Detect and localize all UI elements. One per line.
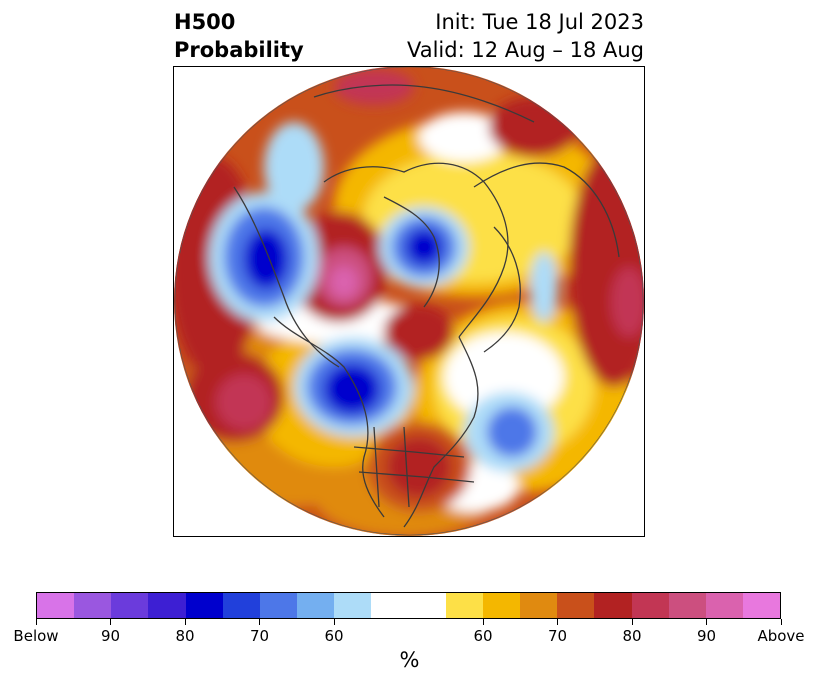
colorbar-swatch — [37, 593, 75, 618]
colorbar-tick-label: 80 — [622, 627, 642, 645]
colorbar-tick-label: Above — [757, 627, 805, 645]
colorbar-tick-label: Below — [13, 627, 59, 645]
colorbar-swatch — [408, 593, 446, 618]
colorbar-tick-label: 70 — [249, 627, 270, 645]
colorbar-tick — [110, 619, 111, 625]
colorbar-swatch — [705, 593, 743, 618]
colorbar-swatch — [742, 593, 781, 618]
colorbar-tick-label: 90 — [100, 627, 121, 645]
colorbar-swatch — [631, 593, 669, 618]
colorbar-swatch — [520, 593, 558, 618]
colorbar-swatch — [594, 593, 632, 618]
colorbar-tick — [706, 619, 707, 625]
colorbar-swatch — [482, 593, 521, 618]
colorbar-tick-label: 80 — [175, 627, 195, 645]
polar-map — [173, 66, 645, 537]
colorbar — [36, 592, 781, 619]
colorbar-tick — [35, 619, 37, 625]
colorbar-swatch — [445, 593, 483, 618]
colorbar-swatch — [111, 593, 149, 618]
colorbar-tick — [333, 619, 335, 625]
colorbar-swatch — [259, 593, 298, 618]
colorbar-swatch — [371, 593, 409, 618]
coastlines — [233, 84, 620, 528]
colorbar-tick — [780, 619, 782, 625]
colorbar-tick — [259, 619, 260, 625]
colorbar-swatch — [334, 593, 372, 618]
title-line-1: H500 — [174, 10, 236, 34]
colorbar-tick-label: 60 — [473, 627, 493, 645]
colorbar-tick-label: 70 — [547, 627, 568, 645]
colorbar-tick — [557, 619, 558, 625]
colorbar-tick-label: 90 — [696, 627, 717, 645]
colorbar-swatch — [185, 593, 223, 618]
forecast-dates: Init: Tue 18 Jul 2023 Valid: 12 Aug – 18… — [407, 8, 644, 64]
map-title: H500 Probability — [174, 8, 304, 64]
title-line-2: Probability — [174, 38, 304, 62]
colorbar-tick-label: 60 — [324, 627, 344, 645]
valid-range: Valid: 12 Aug – 18 Aug — [406, 38, 644, 62]
colorbar-swatch — [222, 593, 260, 618]
colorbar-swatch — [557, 593, 595, 618]
colorbar-unit-label: % — [399, 648, 420, 672]
anomaly-field — [174, 67, 644, 536]
colorbar-swatch — [148, 593, 186, 618]
colorbar-swatch — [297, 593, 335, 618]
colorbar-tick — [631, 619, 633, 625]
colorbar-tick — [482, 619, 484, 625]
init-date: Init: Tue 18 Jul 2023 — [435, 10, 644, 34]
colorbar-tick — [184, 619, 186, 625]
colorbar-swatch — [668, 593, 706, 618]
colorbar-swatch — [74, 593, 112, 618]
